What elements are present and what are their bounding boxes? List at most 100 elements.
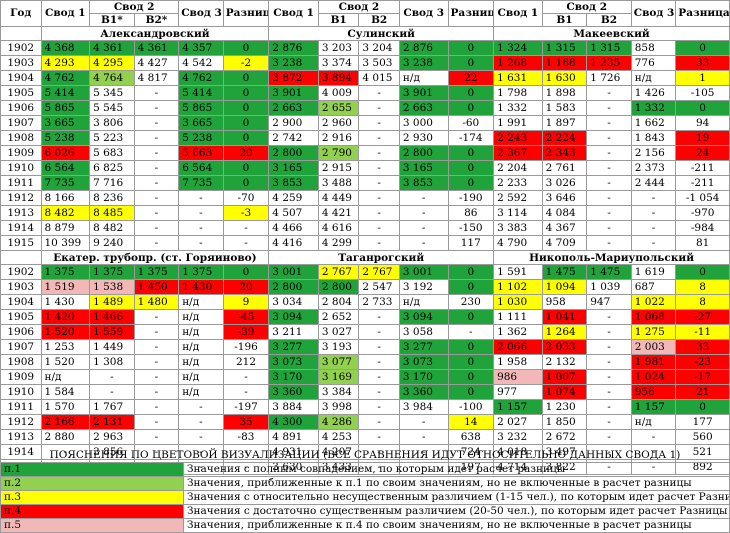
diff-cell: 0: [222, 115, 270, 131]
value-cell: -: [358, 205, 400, 221]
value-cell: 4 293: [40, 55, 91, 71]
value-cell: 2 963: [89, 429, 135, 445]
value-cell: 3 374: [317, 55, 360, 71]
table-row: 1913 8 482 8 485- - -3 4 507 4 421- -86 3 114 4 0…: [0, 205, 730, 221]
value-cell: 1 235: [586, 55, 632, 71]
value-cell: -: [133, 160, 180, 176]
value-cell: -: [133, 115, 180, 131]
value-cell: 2 367: [493, 145, 543, 161]
value-cell: -: [586, 205, 632, 221]
diff-cell: -: [222, 384, 270, 400]
diff-cell: 212: [222, 354, 270, 370]
value-cell: -: [178, 220, 224, 236]
value-cell: -: [133, 309, 180, 325]
value-cell: 4 299: [317, 235, 360, 251]
svod1-header: Свод 1: [268, 0, 319, 27]
value-cell: 3 360: [268, 384, 319, 400]
table-row: 1902 4 368 4 361 4 361 4 357 0 2 876 3 203 3 204…: [0, 40, 730, 56]
value-cell: н/д: [178, 324, 224, 340]
value-cell: 4 368: [40, 40, 91, 56]
value-cell: -: [89, 384, 135, 400]
value-cell: 3 000: [398, 115, 449, 131]
diff-cell: -: [222, 220, 270, 236]
value-cell: -: [40, 444, 91, 460]
diff-header: Разница: [447, 0, 495, 27]
value-cell: 2 663: [398, 100, 449, 116]
diff-cell: 0: [222, 175, 270, 191]
value-cell: 1 375: [40, 264, 91, 280]
value-cell: 2 243: [493, 130, 543, 146]
year-cell: 1902: [0, 40, 42, 56]
value-cell: 4 357: [178, 40, 224, 56]
value-cell: -: [178, 399, 224, 415]
table-row: 1910 6 564 6 825-6 564 0 3 165 2 915-3 165 0 2 …: [0, 160, 730, 176]
value-cell: -: [178, 235, 224, 251]
value-cell: 3 193: [317, 339, 360, 355]
value-cell: 1 559: [89, 324, 135, 340]
value-cell: 6 564: [178, 160, 224, 176]
svod3-header: Свод 3: [398, 0, 449, 27]
value-cell: 956: [630, 384, 677, 400]
value-cell: 1 726: [586, 70, 632, 86]
value-cell: 1 332: [493, 100, 543, 116]
year-cell: 1909: [0, 369, 42, 385]
value-cell: 4 286: [317, 414, 360, 430]
value-cell: 3 806: [89, 115, 135, 131]
value-cell: 1 253: [40, 339, 91, 355]
value-cell: -: [630, 429, 677, 445]
legend-row: п.3 Значения с относительно несущественны…: [0, 490, 730, 505]
diff-cell: 177: [675, 414, 730, 430]
region-blank-cell: [0, 26, 42, 41]
value-cell: 4 449: [317, 190, 360, 206]
value-cell: 1 450: [133, 279, 180, 295]
table-row: 1903 4 293 4 295 4 427 4 542 -2 3 238 3 374 3 50…: [0, 55, 730, 71]
value-cell: 958: [541, 294, 588, 310]
diff-header: Разница: [675, 0, 730, 27]
table-row: 1907 3 665 3 806-3 665 0 2 900 2 960-3 000 -60…: [0, 115, 730, 131]
table-row: 1914-3 856- - -4 931 4 207- -724 4 018 3 497- -…: [0, 444, 730, 460]
region-row: Екатер. трубопр. (ст. Горяиново) Таганро…: [0, 250, 730, 265]
value-cell: 3 665: [40, 115, 91, 131]
value-cell: 947: [586, 294, 632, 310]
diff-cell: 521: [675, 444, 730, 460]
diff-cell: -970: [675, 205, 730, 221]
value-cell: 1 375: [89, 264, 135, 280]
legend-row: п.2 Значения, приближенные к п.1 по своим…: [0, 476, 730, 491]
diff-cell: -45: [222, 309, 270, 325]
value-cell: 3 170: [398, 369, 449, 385]
value-cell: 6 825: [89, 160, 135, 176]
diff-cell: 20: [222, 145, 270, 161]
table-row: 1908 1 520 1 308- н/д 212 3 073 3 077-3 073 0 1 …: [0, 354, 730, 370]
table-row: 1909 6 026 5 683-5 663 20 2 800 2 790-2 800 0 2…: [0, 145, 730, 161]
value-cell: н/д: [178, 294, 224, 310]
value-cell: 3 901: [398, 85, 449, 101]
value-cell: -: [178, 414, 224, 430]
diff-cell: -197: [222, 399, 270, 415]
region-name-sulinsky: Сулинский: [268, 26, 495, 41]
diff-cell: -211: [675, 160, 730, 176]
value-cell: 5 223: [89, 130, 135, 146]
value-cell: 1 480: [133, 294, 180, 310]
diff-cell: 0: [222, 264, 270, 280]
value-cell: -: [586, 399, 632, 415]
value-cell: 2 592: [493, 190, 543, 206]
value-cell: -: [586, 175, 632, 191]
value-cell: -: [586, 429, 632, 445]
value-cell: -: [586, 384, 632, 400]
value-cell: -: [358, 190, 400, 206]
b2-header: В2: [358, 13, 400, 27]
value-cell: 2 900: [268, 115, 319, 131]
value-cell: -: [133, 145, 180, 161]
legend-swatch: п.5: [0, 518, 184, 533]
value-cell: 8 236: [89, 190, 135, 206]
value-cell: н/д: [398, 294, 449, 310]
value-cell: 2 767: [358, 264, 400, 280]
value-cell: -: [586, 324, 632, 340]
year-cell: 1912: [0, 414, 42, 430]
value-cell: 3 383: [493, 220, 543, 236]
value-cell: 1 268: [493, 55, 543, 71]
b1-star-header: В1*: [89, 13, 135, 27]
legend-text: Значения с относительно несущественным р…: [183, 490, 730, 505]
value-cell: 3 073: [398, 354, 449, 370]
diff-cell: 0: [447, 175, 495, 191]
